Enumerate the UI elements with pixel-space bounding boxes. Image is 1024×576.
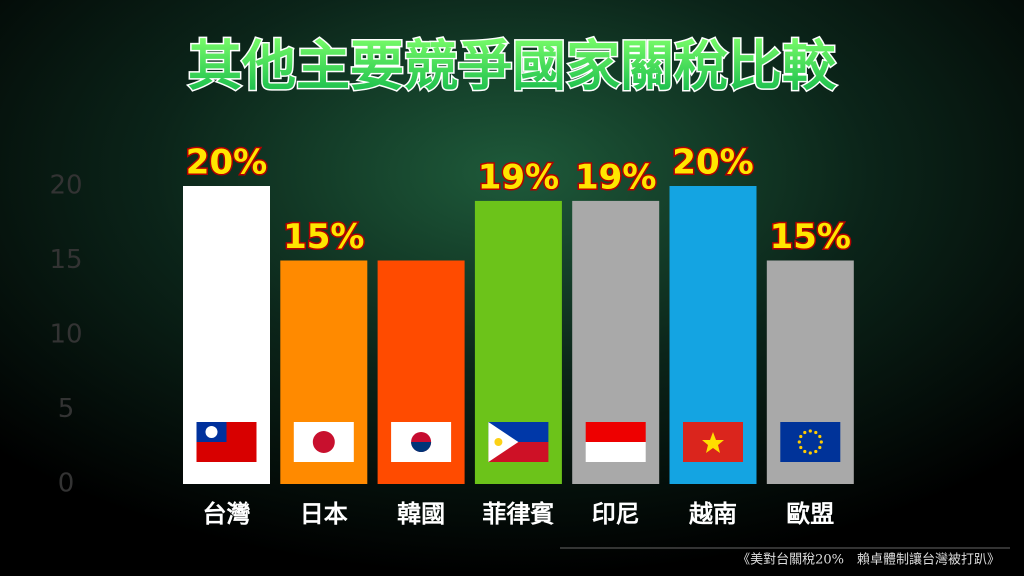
flag bbox=[808, 451, 812, 455]
flag-icon bbox=[196, 422, 257, 462]
flag-icon bbox=[293, 422, 354, 462]
flag-icon bbox=[683, 422, 743, 462]
flag bbox=[803, 449, 807, 454]
flag-icon bbox=[780, 422, 841, 462]
y-tick-label: 20 bbox=[49, 171, 82, 201]
flag bbox=[488, 422, 519, 462]
flag bbox=[411, 442, 432, 452]
y-tick-label: 15 bbox=[49, 245, 82, 275]
y-tick-label: 0 bbox=[58, 469, 75, 499]
flag bbox=[814, 449, 818, 454]
flag bbox=[808, 429, 812, 433]
x-tick-label: 日本 bbox=[300, 500, 348, 528]
x-tick-label: 印尼 bbox=[592, 500, 640, 528]
flag-icon bbox=[391, 422, 452, 462]
flag bbox=[799, 434, 803, 439]
x-tick-label: 韓國 bbox=[397, 500, 445, 528]
value-label: 19% bbox=[478, 157, 559, 197]
flag-icon bbox=[585, 422, 646, 462]
y-tick-label: 10 bbox=[49, 320, 82, 350]
x-tick-label: 菲律賓 bbox=[482, 500, 554, 528]
flag bbox=[819, 440, 823, 444]
value-label: 15% bbox=[283, 217, 364, 257]
flag bbox=[702, 432, 724, 453]
value-label: 19% bbox=[575, 157, 656, 197]
value-label: 20% bbox=[672, 143, 753, 183]
flag bbox=[312, 431, 335, 453]
flag bbox=[780, 422, 841, 462]
x-tick-label: 歐盟 bbox=[786, 500, 834, 528]
flag bbox=[818, 434, 822, 439]
flag-icon bbox=[488, 422, 549, 462]
flag bbox=[205, 426, 218, 438]
flag bbox=[585, 442, 646, 462]
value-label: 20% bbox=[186, 143, 267, 183]
chart-title: 其他主要競爭國家關稅比較 bbox=[188, 35, 837, 98]
flag bbox=[818, 445, 822, 450]
value-label: 15% bbox=[770, 217, 851, 257]
footer-note: 《美對台關稅20% 賴卓體制讓台灣被打趴》 bbox=[737, 552, 1000, 568]
x-tick-label: 越南 bbox=[689, 500, 737, 528]
flag bbox=[494, 438, 503, 446]
y-tick-label: 5 bbox=[58, 394, 75, 424]
flag bbox=[814, 430, 818, 435]
flag bbox=[585, 422, 646, 442]
flag bbox=[799, 445, 803, 450]
flag bbox=[803, 430, 807, 435]
flag bbox=[797, 440, 801, 444]
x-tick-label: 台灣 bbox=[203, 500, 251, 528]
